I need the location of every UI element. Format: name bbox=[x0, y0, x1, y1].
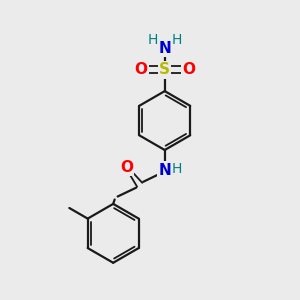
Text: N: N bbox=[158, 163, 171, 178]
Text: O: O bbox=[120, 160, 133, 175]
Text: N: N bbox=[158, 41, 171, 56]
Text: S: S bbox=[159, 62, 170, 77]
Text: O: O bbox=[135, 62, 148, 77]
Text: H: H bbox=[172, 161, 182, 176]
Text: H: H bbox=[172, 33, 182, 47]
Text: O: O bbox=[182, 62, 195, 77]
Text: H: H bbox=[147, 33, 158, 47]
